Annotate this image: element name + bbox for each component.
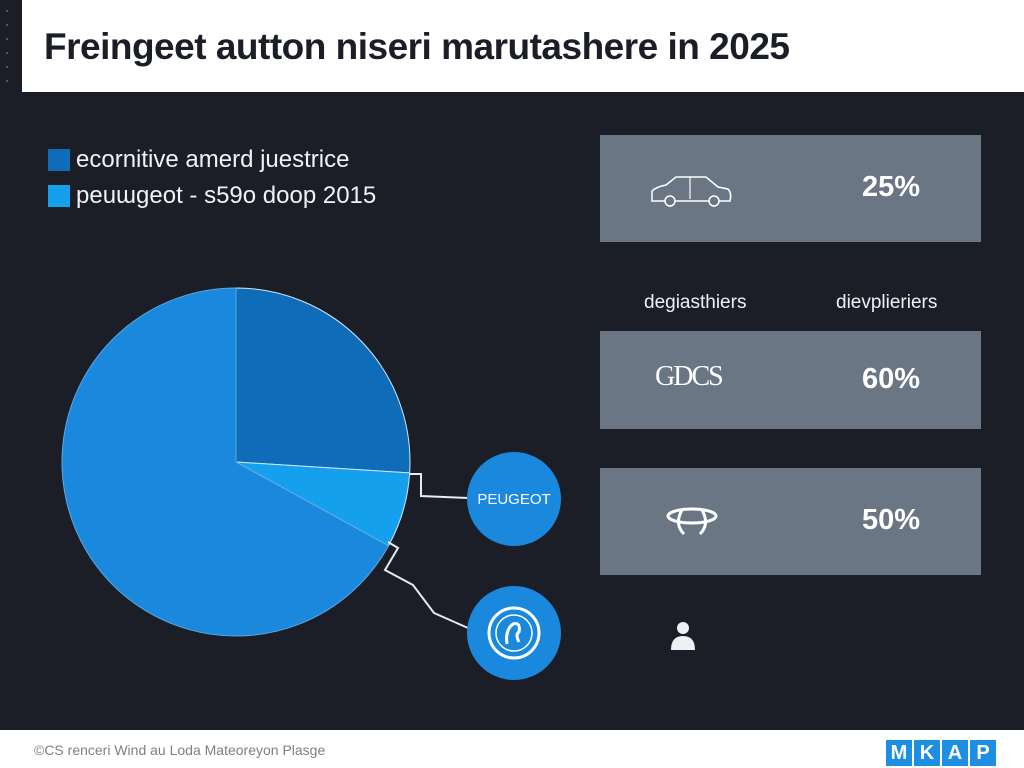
legend-label: ecornitive amerd juestrice — [76, 146, 350, 173]
stat-value: 50% — [862, 504, 921, 536]
legend-swatch — [48, 149, 70, 171]
stat-card: GDCS 60% — [600, 331, 981, 429]
pie-slice-1 — [235, 287, 411, 474]
peugeot-callout: PEUGEOT — [467, 452, 561, 546]
footer: ©CS renceri Wind au Loda Mateoreyon Plas… — [0, 730, 1024, 768]
car-icon — [651, 176, 732, 207]
brand-letter: A — [942, 740, 968, 766]
person-icon — [671, 622, 695, 650]
stat-card: 25% — [600, 135, 981, 242]
header: Freingeet autton niseri marutashere in 2… — [22, 0, 1024, 92]
column-header: degiasthiers — [644, 292, 747, 313]
brand-letter: K — [914, 740, 940, 766]
column-header: dievplieriers — [836, 292, 938, 313]
gdcs-logo: GDCS — [655, 361, 724, 392]
legend-swatch — [48, 185, 70, 207]
legend: ecornitive amerd juestrice peuɯgeot - s5… — [48, 142, 376, 214]
pie-slice-3 — [61, 287, 390, 637]
legend-label: peuɯgeot - s59o doop 2015 — [76, 182, 377, 209]
brand-logo: M K A P — [886, 740, 996, 766]
brand-letter: M — [886, 740, 912, 766]
callout-line-emblem — [383, 541, 469, 629]
page-title: Freingeet autton niseri marutashere in 2… — [44, 26, 790, 67]
stat-value: 25% — [862, 171, 921, 203]
emblem-callout — [467, 586, 561, 680]
peugeot-label: PEUGEOT — [477, 490, 551, 508]
callout-line-peugeot — [410, 473, 469, 499]
ring-emblem-icon — [666, 507, 718, 536]
legend-item: peuɯgeot - s59o doop 2015 — [48, 178, 376, 214]
legend-item: ecornitive amerd juestrice — [48, 142, 376, 178]
stat-card: 50% — [600, 468, 981, 575]
stat-value: 60% — [862, 363, 921, 395]
brand-letter: P — [970, 740, 996, 766]
footer-credit: ©CS renceri Wind au Loda Mateoreyon Plas… — [34, 742, 326, 758]
decorative-dots — [6, 10, 9, 90]
lion-emblem-icon — [487, 606, 541, 660]
